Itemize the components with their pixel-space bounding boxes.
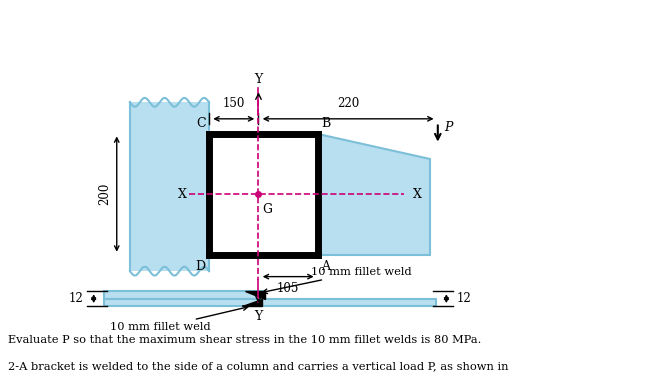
- Text: Y: Y: [254, 310, 263, 323]
- Text: 200: 200: [99, 183, 111, 205]
- Bar: [130, 102, 209, 271]
- Text: Y: Y: [254, 73, 263, 86]
- Text: 2-A bracket is welded to the side of a column and carries a vertical load P, as : 2-A bracket is welded to the side of a c…: [8, 361, 508, 371]
- Text: 10 mm fillet weld: 10 mm fillet weld: [263, 267, 412, 294]
- Text: D: D: [196, 260, 206, 273]
- Polygon shape: [318, 134, 430, 255]
- Text: P: P: [444, 121, 453, 134]
- Bar: [209, 134, 318, 255]
- Text: 10 mm fillet weld: 10 mm fillet weld: [110, 306, 248, 332]
- Polygon shape: [242, 299, 261, 306]
- Text: 12: 12: [456, 292, 471, 305]
- Text: X: X: [178, 187, 187, 200]
- Text: Evaluate P so that the maximum shear stress in the 10 mm fillet welds is 80 MPa.: Evaluate P so that the maximum shear str…: [8, 335, 481, 345]
- Polygon shape: [246, 291, 265, 299]
- Bar: [211, 135, 316, 254]
- Text: 105: 105: [277, 282, 299, 295]
- Text: C: C: [196, 117, 206, 130]
- Text: G: G: [261, 203, 272, 216]
- Bar: [103, 291, 265, 299]
- Text: X: X: [413, 187, 422, 200]
- Text: B: B: [321, 117, 330, 130]
- Text: 150: 150: [222, 96, 245, 110]
- Text: A: A: [321, 260, 330, 273]
- Text: 12: 12: [69, 292, 84, 305]
- Text: 220: 220: [337, 96, 359, 110]
- Bar: [103, 299, 436, 306]
